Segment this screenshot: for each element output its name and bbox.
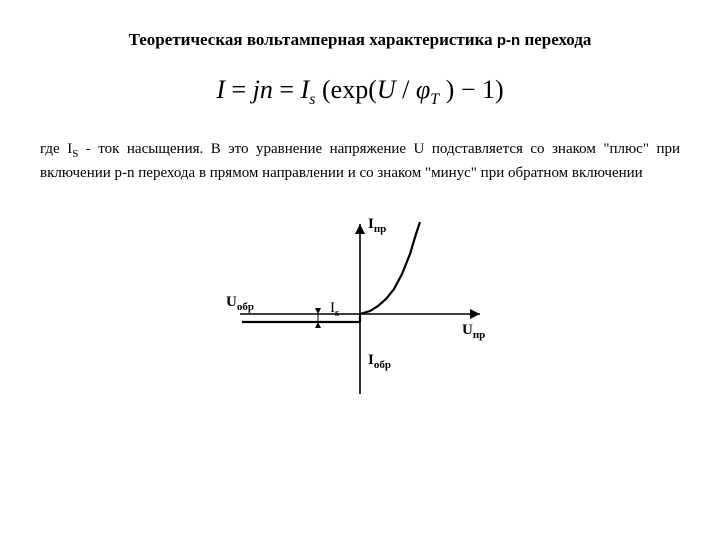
label-U-pr-main: U: [462, 322, 473, 338]
formula-phi-sub: T: [430, 91, 439, 108]
title-prefix: Теоретическая вольтамперная характеристи…: [129, 30, 497, 49]
desc-rest: - ток насыщения. В это уравнение напряже…: [40, 141, 680, 180]
desc-where: где: [40, 141, 67, 157]
label-I-obr-sub: обр: [374, 359, 391, 371]
x-axis-arrow: [470, 309, 480, 319]
formula: I = jn = Is (exp(U / φT ) − 1): [40, 75, 680, 109]
label-Is: Is: [330, 300, 339, 319]
diagram-container: Iпр Uпр Uобр Iобр Is: [40, 214, 680, 404]
label-I-obr: Iобр: [368, 352, 391, 371]
formula-phi: φ: [416, 75, 430, 104]
label-Is-sub: s: [335, 307, 339, 319]
page-title: Теоретическая вольтамперная характеристи…: [40, 30, 680, 50]
label-I-pr-sub: пр: [374, 223, 386, 235]
iv-curve-svg: [220, 214, 500, 404]
formula-eq2: =: [273, 75, 301, 104]
formula-U: U: [377, 75, 396, 104]
formula-slash: /: [396, 75, 416, 104]
label-U-pr: Uпр: [462, 322, 485, 341]
label-U-obr-sub: обр: [237, 301, 254, 313]
formula-Is: I: [301, 75, 310, 104]
title-suffix: перехода: [520, 30, 591, 49]
label-I-pr: Iпр: [368, 216, 386, 235]
formula-jn: jn: [253, 75, 273, 104]
title-latin: p-n: [497, 32, 520, 49]
y-axis-arrow: [355, 224, 365, 234]
formula-close-inner: ): [439, 75, 454, 104]
formula-minus: − 1): [454, 75, 503, 104]
formula-eq1: =: [225, 75, 253, 104]
description-paragraph: где IS - ток насыщения. В это уравнение …: [40, 139, 680, 183]
formula-I: I: [216, 75, 225, 104]
label-U-obr: Uобр: [226, 294, 254, 313]
is-marker-arrow-up: [315, 308, 321, 314]
label-U-obr-main: U: [226, 294, 237, 310]
iv-curve-diagram: Iпр Uпр Uобр Iобр Is: [220, 214, 500, 404]
formula-exp: exp(: [331, 75, 377, 104]
curve-forward-exponential: [360, 222, 420, 314]
formula-open: (: [315, 75, 330, 104]
label-U-pr-sub: пр: [473, 329, 485, 341]
